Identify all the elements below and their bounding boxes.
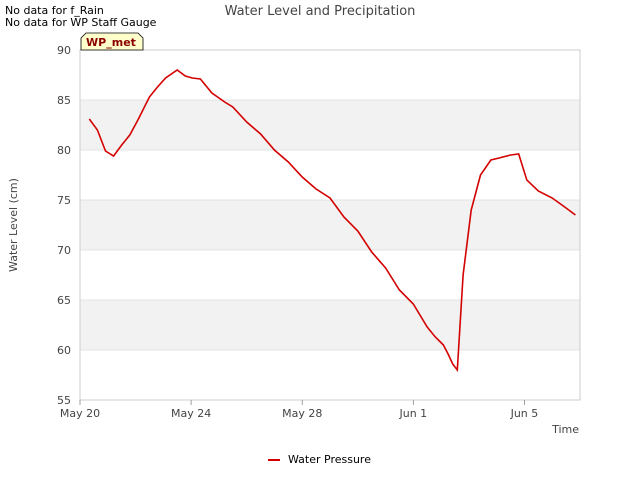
legend-swatch-water-pressure — [268, 458, 280, 461]
background-band — [80, 100, 580, 150]
y-axis-ticks: 55 60 65 70 75 80 85 90 — [57, 44, 71, 407]
y-tick-label: 85 — [57, 94, 71, 107]
chart-title: Water Level and Precipitation — [225, 4, 416, 19]
y-axis-label: Water Level (cm) — [7, 178, 20, 272]
station-tag[interactable]: WP_met — [80, 32, 144, 51]
x-tick-label: Jun 5 — [510, 407, 539, 420]
x-tick-label: May 24 — [171, 407, 211, 420]
y-tick-label: 75 — [57, 194, 71, 207]
series-line-water-pressure — [88, 69, 576, 373]
background-band — [80, 200, 580, 250]
y-tick-label: 55 — [57, 394, 71, 407]
legend: Water Pressure — [268, 453, 371, 466]
y-tick-label: 80 — [57, 144, 71, 157]
station-tag-label: WP_met — [86, 36, 136, 49]
background-bands — [80, 100, 580, 350]
no-data-note-rain: No data for f_Rain — [5, 4, 104, 17]
x-axis-ticks: May 20 May 24 May 28 Jun 1 Jun 5 — [60, 400, 538, 420]
station-tag-shape — [80, 32, 144, 51]
background-band — [80, 300, 580, 350]
y-tick-label: 70 — [57, 244, 71, 257]
x-tick-label: May 28 — [282, 407, 322, 420]
y-tick-label: 65 — [57, 294, 71, 307]
plot-frame — [79, 49, 581, 401]
x-tick-label: May 20 — [60, 407, 100, 420]
x-tick-label: Jun 1 — [398, 407, 427, 420]
x-axis-label: Time — [551, 423, 579, 436]
no-data-note-staff-gauge: No data for WP Staff Gauge — [5, 16, 157, 29]
y-tick-label: 60 — [57, 344, 71, 357]
y-tick-label: 90 — [57, 44, 71, 57]
legend-label-water-pressure: Water Pressure — [288, 453, 371, 466]
